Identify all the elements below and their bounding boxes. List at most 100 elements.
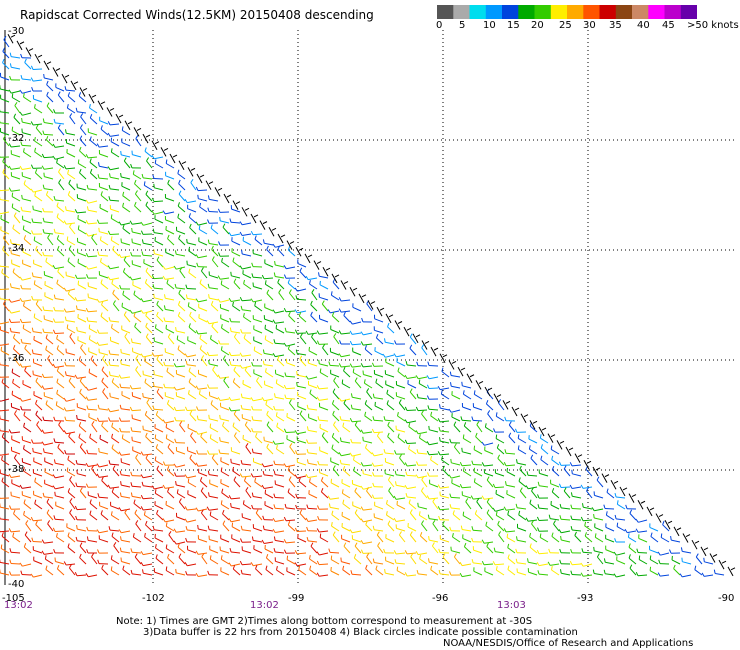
wind-barb-feather [109, 392, 111, 397]
wind-barb [44, 318, 54, 323]
wind-barb [222, 425, 230, 433]
wind-barb-feather [206, 351, 210, 356]
wind-barb-feather [111, 433, 114, 438]
wind-barb [628, 557, 637, 565]
wind-barb-feather [273, 536, 276, 541]
wind-barb-feather [384, 338, 386, 343]
wind-barb-feather [209, 423, 212, 428]
wind-barb-feather [371, 452, 375, 457]
wind-barb [189, 458, 197, 466]
wind-barb-feather [42, 207, 45, 212]
wind-barb-feather [31, 537, 34, 542]
wind-barb-feather [266, 421, 270, 426]
wind-barb-feather [308, 346, 310, 351]
wind-barb [124, 512, 131, 521]
wind-barb [209, 297, 219, 301]
wind-barb [518, 480, 527, 488]
wind-barb-feather [366, 388, 370, 393]
wind-barb-feather [101, 366, 105, 371]
wind-barb-feather [299, 355, 303, 360]
wind-barb [616, 552, 626, 556]
wind-barb [99, 299, 109, 303]
wind-barb-feather [430, 455, 432, 461]
wind-barb-feather [52, 527, 56, 532]
wind-barb-feather [13, 454, 17, 459]
wind-barb-feather [195, 330, 199, 335]
wind-barb [11, 286, 21, 290]
wind-barb [110, 266, 120, 270]
wind-barb [231, 251, 241, 257]
wind-barb-feather [144, 147, 147, 152]
wind-barb-feather [481, 495, 485, 500]
wind-barb [35, 524, 43, 532]
wind-barb-feather [122, 224, 125, 229]
wind-barb-feather [571, 469, 573, 474]
wind-barb-feather [21, 118, 23, 123]
wind-barb [198, 373, 208, 378]
wind-barb [77, 308, 87, 312]
wind-barb-feather [507, 510, 510, 515]
wind-barb [231, 563, 241, 567]
wind-barb [352, 505, 362, 510]
wind-barb-feather [108, 184, 111, 190]
wind-barb-feather [288, 399, 292, 404]
wind-barb [156, 304, 164, 312]
wind-barb-feather [74, 297, 78, 302]
wind-barb [25, 523, 32, 532]
wind-barb-feather [428, 425, 430, 430]
wind-barb [46, 194, 54, 202]
wind-barb [57, 127, 65, 136]
wind-barb-feather [31, 327, 34, 332]
wind-barb [113, 545, 120, 554]
wind-barb-feather [539, 434, 542, 439]
wind-barb-feather [42, 229, 45, 234]
wind-barb [231, 233, 241, 237]
wind-barb [463, 393, 472, 400]
wind-barb-feather [102, 388, 106, 393]
wind-barb [187, 354, 197, 358]
wind-barb-feather [88, 368, 91, 373]
wind-barb [363, 431, 373, 434]
wind-barb [0, 265, 10, 268]
wind-barb [187, 339, 197, 345]
wind-barb-feather [54, 491, 56, 496]
wind-barb-feather [162, 275, 166, 280]
wind-barb-feather [254, 477, 257, 482]
wind-barb [715, 573, 725, 576]
wind-barb [0, 364, 10, 367]
wind-barb [187, 450, 197, 455]
wind-barb-feather [145, 322, 148, 327]
wind-barb-feather [34, 499, 37, 504]
wind-barb-feather [142, 569, 144, 574]
wind-barb [209, 508, 219, 511]
wind-barb [332, 281, 340, 290]
wind-barb [110, 167, 120, 171]
edge-barb [298, 247, 304, 251]
wind-barb [231, 208, 241, 213]
wind-barb [222, 226, 230, 235]
wind-barb [351, 343, 362, 346]
wind-barb [88, 188, 98, 191]
wind-barb [374, 464, 384, 467]
wind-barb [45, 403, 54, 411]
wind-barb [540, 437, 549, 444]
wind-barb [23, 151, 32, 158]
wind-barb [352, 351, 362, 356]
wind-barb-feather [239, 473, 243, 478]
wind-barb-feather [52, 264, 56, 269]
wind-barb [79, 172, 87, 180]
wind-barb [430, 459, 439, 466]
wind-barb [517, 527, 527, 532]
wind-barb [22, 251, 32, 257]
wind-barb [288, 315, 296, 323]
edge-barb [115, 113, 122, 124]
wind-barb-feather [184, 518, 188, 523]
wind-barb-feather [101, 300, 104, 305]
wind-barb [10, 321, 21, 323]
wind-barb [474, 481, 483, 488]
wind-barb [473, 471, 483, 477]
wind-barb-feather [74, 374, 78, 379]
wind-barb-feather [41, 429, 45, 434]
wind-barb-feather [284, 327, 287, 332]
wind-barb-feather [120, 173, 122, 178]
